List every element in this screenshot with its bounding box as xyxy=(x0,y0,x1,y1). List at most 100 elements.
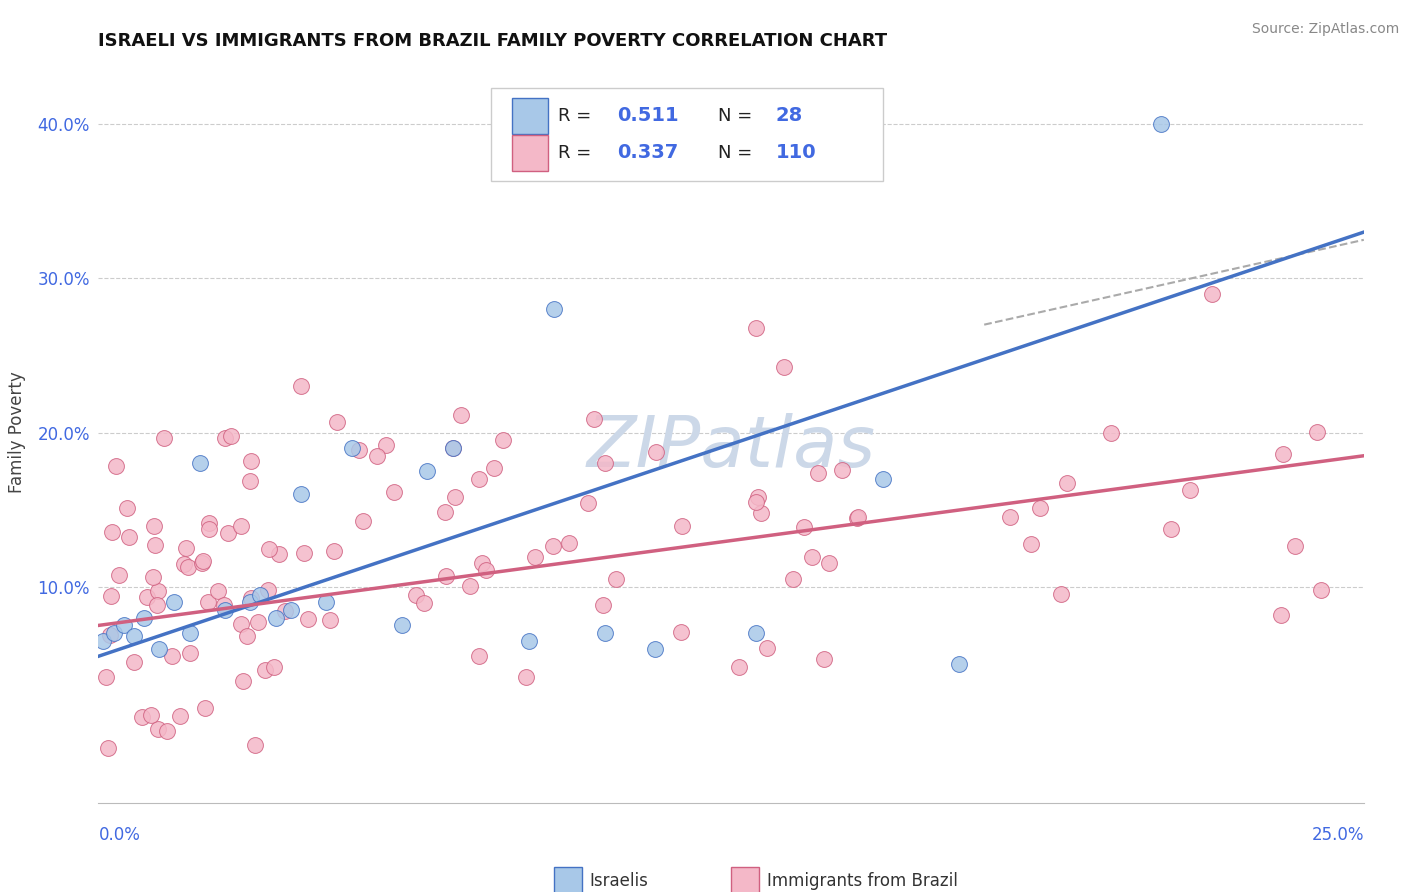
Point xyxy=(148,641,170,656)
Point xyxy=(749,506,772,520)
Point xyxy=(326,415,349,429)
Point xyxy=(349,443,371,458)
Point xyxy=(745,626,768,640)
Point xyxy=(103,626,125,640)
Point xyxy=(122,629,145,643)
Point xyxy=(872,472,894,486)
Y-axis label: Family Poverty: Family Poverty xyxy=(8,372,27,493)
Point xyxy=(747,490,769,504)
Point xyxy=(793,520,815,534)
Text: N =: N = xyxy=(718,144,758,161)
Point xyxy=(217,526,239,541)
Point xyxy=(352,514,374,528)
Point xyxy=(773,360,796,375)
Point xyxy=(382,485,405,500)
Point xyxy=(292,546,315,560)
Point xyxy=(240,591,263,605)
Point xyxy=(450,409,472,423)
Point xyxy=(468,472,491,486)
Point xyxy=(112,618,135,632)
Point xyxy=(582,412,605,426)
Point xyxy=(807,466,830,480)
Point xyxy=(468,648,491,663)
Point xyxy=(142,570,165,584)
Point xyxy=(441,441,464,455)
Point xyxy=(605,573,627,587)
Point xyxy=(231,518,253,533)
Point xyxy=(523,550,546,565)
Bar xyxy=(512,98,547,134)
Bar xyxy=(512,135,547,170)
Point xyxy=(744,321,766,335)
Point xyxy=(1309,583,1331,598)
Point xyxy=(782,572,804,586)
Point xyxy=(515,670,537,684)
Point xyxy=(727,659,749,673)
Point xyxy=(273,604,295,618)
Point xyxy=(543,539,565,553)
Point xyxy=(593,457,616,471)
Point xyxy=(231,616,253,631)
Point xyxy=(153,431,176,445)
Point xyxy=(297,612,319,626)
Point xyxy=(264,610,287,624)
Point xyxy=(107,568,129,582)
Point xyxy=(1270,608,1292,623)
Point xyxy=(253,664,276,678)
Point xyxy=(191,554,214,568)
Point xyxy=(323,544,346,558)
Point xyxy=(146,583,169,598)
Point xyxy=(256,583,278,598)
Text: ISRAELI VS IMMIGRANTS FROM BRAZIL FAMILY POVERTY CORRELATION CHART: ISRAELI VS IMMIGRANTS FROM BRAZIL FAMILY… xyxy=(98,32,887,50)
Point xyxy=(434,568,457,582)
Point xyxy=(193,700,215,714)
Text: 110: 110 xyxy=(776,144,815,162)
Point xyxy=(174,541,197,555)
Point xyxy=(132,610,155,624)
Point xyxy=(290,379,312,393)
Text: Source: ZipAtlas.com: Source: ZipAtlas.com xyxy=(1251,22,1399,37)
Point xyxy=(998,510,1021,524)
Point xyxy=(340,441,363,455)
Point xyxy=(198,522,221,536)
Point xyxy=(263,660,285,674)
Text: 0.337: 0.337 xyxy=(617,144,679,162)
Point xyxy=(1056,476,1078,491)
Point xyxy=(177,560,200,574)
Point xyxy=(558,535,581,549)
Point xyxy=(148,722,170,736)
Point xyxy=(374,438,396,452)
Point xyxy=(1028,500,1050,515)
Point xyxy=(197,595,219,609)
Point xyxy=(458,579,481,593)
Point xyxy=(190,556,212,570)
Point xyxy=(416,464,439,478)
Point xyxy=(1019,537,1042,551)
Point xyxy=(246,615,269,629)
Point xyxy=(845,511,868,525)
Text: R =: R = xyxy=(558,144,596,161)
Text: 0.511: 0.511 xyxy=(617,106,679,125)
Point xyxy=(212,598,235,612)
Point xyxy=(1201,286,1223,301)
Point xyxy=(118,530,141,544)
Point xyxy=(1306,425,1329,440)
Point xyxy=(232,673,254,688)
Point xyxy=(1272,447,1295,461)
Point xyxy=(214,431,236,445)
Point xyxy=(169,709,191,723)
Point xyxy=(444,491,467,505)
Point xyxy=(214,603,236,617)
Point xyxy=(115,500,138,515)
Point xyxy=(391,618,413,632)
Point xyxy=(592,598,614,612)
Point xyxy=(198,516,221,530)
Point xyxy=(1099,425,1122,440)
Point xyxy=(1178,483,1201,498)
Point xyxy=(434,505,457,519)
Bar xyxy=(554,867,582,892)
Point xyxy=(517,633,540,648)
Point xyxy=(846,510,869,524)
Text: Immigrants from Brazil: Immigrants from Brazil xyxy=(766,871,957,889)
Point xyxy=(243,738,266,752)
